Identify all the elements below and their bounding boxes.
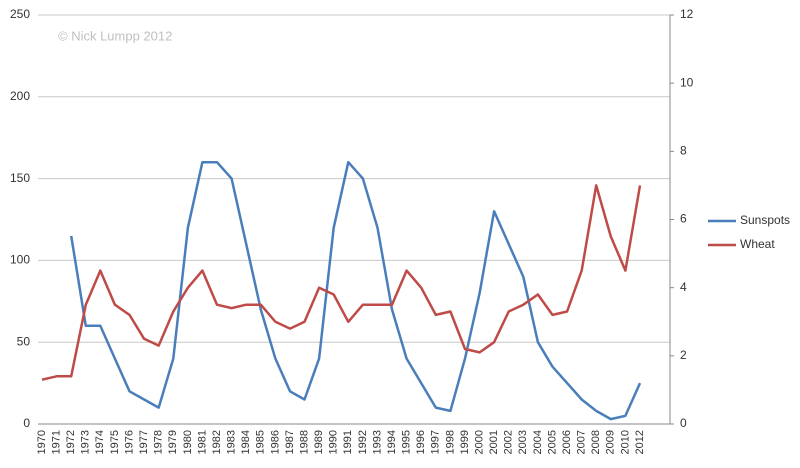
- y-tick-label: 250: [10, 7, 30, 21]
- x-tick-label: 1995: [401, 430, 413, 454]
- x-tick-label: 1971: [50, 430, 62, 454]
- x-tick-label: 1983: [226, 430, 238, 454]
- x-tick-label: 1973: [80, 430, 92, 454]
- x-tick-label: 2012: [634, 430, 646, 454]
- y-tick-label: 150: [10, 171, 30, 185]
- x-tick-label: 2003: [517, 430, 529, 454]
- y2-tick-label: 2: [680, 348, 687, 362]
- watermark: © Nick Lumpp 2012: [58, 28, 172, 43]
- x-tick-label: 2008: [590, 430, 602, 454]
- x-tick-label: 1981: [196, 430, 208, 454]
- x-tick-label: 1994: [386, 430, 398, 454]
- x-tick-label: 2004: [532, 430, 544, 454]
- legend-label: Sunspots: [740, 213, 790, 227]
- x-tick-label: 1990: [328, 430, 340, 454]
- y-tick-label: 50: [17, 334, 31, 348]
- x-tick-label: 2005: [546, 430, 558, 454]
- x-tick-label: 2009: [605, 430, 617, 454]
- x-tick-label: 1998: [444, 430, 456, 454]
- x-tick-label: 1999: [459, 430, 471, 454]
- x-tick-label: 1970: [36, 430, 48, 454]
- series-line: [69, 160, 642, 421]
- x-tick-label: 1991: [342, 430, 354, 454]
- y-tick-label: 200: [10, 89, 30, 103]
- y2-tick-label: 0: [680, 416, 687, 430]
- x-tick-label: 1972: [65, 430, 77, 454]
- y2-tick-label: 4: [680, 280, 687, 294]
- x-tick-label: 1979: [167, 430, 179, 454]
- legend-label: Wheat: [740, 237, 775, 251]
- x-tick-label: 1978: [153, 430, 165, 454]
- x-tick-label: 2010: [619, 430, 631, 454]
- y2-tick-label: 12: [680, 7, 694, 21]
- y-tick-label: 100: [10, 253, 30, 267]
- x-tick-label: 1985: [255, 430, 267, 454]
- x-tick-label: 1977: [138, 430, 150, 454]
- x-tick-label: 1997: [430, 430, 442, 454]
- y2-tick-label: 8: [680, 144, 687, 158]
- x-tick-label: 1975: [109, 430, 121, 454]
- x-tick-label: 2006: [561, 430, 573, 454]
- x-tick-label: 1992: [357, 430, 369, 454]
- x-tick-label: 1974: [94, 430, 106, 454]
- x-tick-label: 1987: [284, 430, 296, 454]
- x-tick-label: 1989: [313, 430, 325, 454]
- x-tick-label: 2000: [473, 430, 485, 454]
- series-line: [41, 184, 642, 381]
- x-tick-label: 1996: [415, 430, 427, 454]
- x-tick-label: 2002: [503, 430, 515, 454]
- x-tick-label: 1988: [298, 430, 310, 454]
- x-tick-label: 1984: [240, 430, 252, 454]
- x-tick-label: 2007: [576, 430, 588, 454]
- x-tick-label: 1982: [211, 430, 223, 454]
- x-tick-label: 1993: [371, 430, 383, 454]
- x-tick-label: 1980: [182, 430, 194, 454]
- x-tick-label: 1976: [123, 430, 135, 454]
- x-tick-label: 2001: [488, 430, 500, 454]
- y-tick-label: 0: [23, 416, 30, 430]
- y2-tick-label: 10: [680, 75, 694, 89]
- x-tick-label: 1986: [269, 430, 281, 454]
- y2-tick-label: 6: [680, 212, 687, 226]
